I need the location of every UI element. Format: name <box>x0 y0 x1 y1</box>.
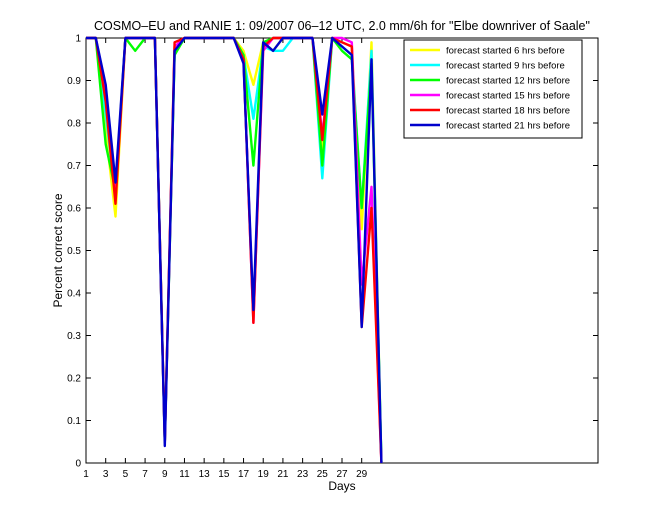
y-tick-label: 0.6 <box>67 204 81 215</box>
y-tick-label: 0.2 <box>67 374 81 385</box>
y-tick-label: 0.9 <box>67 76 81 87</box>
x-tick-label: 15 <box>218 469 230 480</box>
x-tick-label: 29 <box>356 469 368 480</box>
x-tick-label: 19 <box>258 469 270 480</box>
legend: forecast started 6 hrs before forecast st… <box>403 39 583 139</box>
x-tick-label: 1 <box>83 469 89 480</box>
y-tick-label: 0.3 <box>67 331 81 342</box>
x-tick-label: 3 <box>103 469 109 480</box>
x-tick-label: 7 <box>142 469 148 480</box>
y-tick-label: 1 <box>75 34 81 45</box>
y-tick-label: 0.7 <box>67 161 81 172</box>
x-tick-label: 23 <box>297 469 309 480</box>
legend-label: forecast started 9 hrs before <box>446 61 565 72</box>
y-tick-label: 0.4 <box>67 289 81 300</box>
x-tick-label: 25 <box>317 469 329 480</box>
legend-label: forecast started 6 hrs before <box>446 46 565 57</box>
legend-label: forecast started 21 hrs before <box>446 121 570 132</box>
x-tick-label: 21 <box>277 469 289 480</box>
y-tick-label: 0.5 <box>67 246 81 257</box>
y-tick-label: 0.8 <box>67 119 81 130</box>
series-line-6 <box>86 36 383 464</box>
chart-title: COSMO–EU and RANIE 1: 09/2007 06–12 UTC,… <box>94 19 590 33</box>
legend-label: forecast started 18 hrs before <box>446 106 570 117</box>
y-tick-label: 0 <box>75 459 81 470</box>
x-tick-label: 11 <box>179 469 190 480</box>
legend-box <box>403 39 583 139</box>
x-tick-label: 5 <box>123 469 129 480</box>
x-tick-label: 17 <box>238 469 250 480</box>
series-lines <box>86 36 383 464</box>
x-axis-label: Days <box>328 479 355 493</box>
x-tick-label: 9 <box>162 469 168 480</box>
y-tick-label: 0.1 <box>67 416 81 427</box>
axis-ticks: 1 3 5 7 9 11 13 15 17 19 21 23 25 27 2900.10.20.30.40.… <box>67 34 598 480</box>
legend-label: forecast started 15 hrs before <box>446 91 570 102</box>
x-tick-label: 13 <box>199 469 211 480</box>
legend-label: forecast started 12 hrs before <box>446 76 570 87</box>
y-axis-label: Percent correct score <box>51 193 65 307</box>
x-tick-label: 27 <box>336 469 348 480</box>
